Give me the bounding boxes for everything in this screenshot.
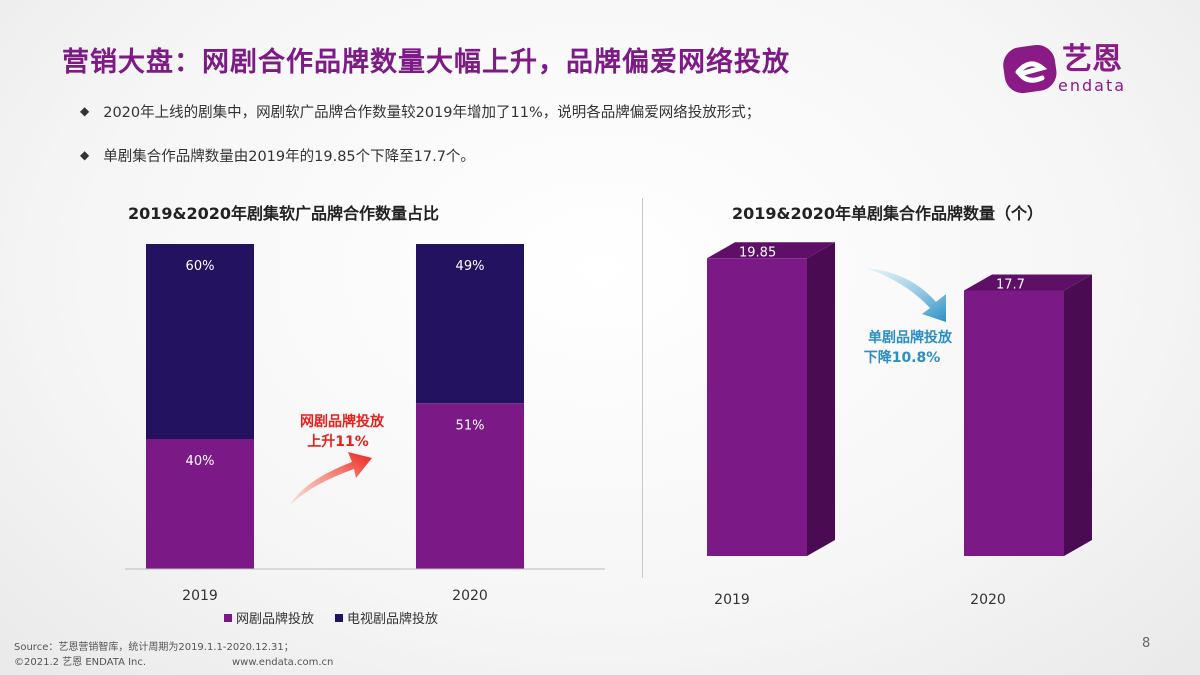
x-tick-label: 2019 — [182, 588, 218, 604]
bar — [707, 258, 807, 556]
legend-label: 网剧品牌投放 — [236, 611, 314, 627]
x-tick-label: 2019 — [714, 592, 750, 608]
bar-side-face — [807, 242, 835, 556]
right-chart-title: 2019&2020年单剧集合作品牌数量（个） — [732, 204, 1044, 223]
x-tick-label: 2020 — [452, 588, 488, 604]
bar — [964, 290, 1064, 556]
data-label: 17.7 — [996, 278, 1025, 293]
x-tick-label: 2020 — [970, 592, 1006, 608]
bar-top-face — [707, 242, 835, 259]
bar-side-face — [1064, 274, 1092, 556]
bullet-item: ◆ 单剧集合作品牌数量由2019年的19.85个下降至17.7个。 — [80, 144, 760, 166]
data-label: 40% — [186, 454, 215, 469]
bullet-text: 单剧集合作品牌数量由2019年的19.85个下降至17.7个。 — [103, 148, 475, 165]
logo-text-cn: 艺恩 — [1062, 42, 1122, 77]
bar-segment — [146, 439, 254, 569]
footer: Source：艺恩营销智库，统计周期为2019.1.1-2020.12.31； … — [14, 640, 333, 670]
bar-segment — [146, 244, 254, 439]
endata-logo: 艺恩 endata — [1000, 36, 1170, 106]
data-label: 60% — [186, 259, 215, 274]
bullet-text: 2020年上线的剧集中，网剧软广品牌合作数量较2019年增加了11%，说明各品牌… — [103, 104, 761, 121]
legend-label: 电视剧品牌投放 — [347, 611, 438, 627]
data-label: 19.85 — [739, 245, 776, 260]
stacked-bar-chart: 40% 60% 51% 49% 2019 2020 网剧品牌投放 上升11% 网剧品牌… — [125, 244, 605, 627]
annotation-line1: 单剧品牌投放 — [868, 329, 953, 346]
bar-segment — [416, 403, 524, 569]
up-arrow-icon — [290, 452, 372, 505]
bar-segment — [416, 244, 524, 404]
annotation-line2: 上升11% — [307, 433, 369, 450]
legend-swatch — [335, 614, 343, 622]
chart-divider — [642, 198, 643, 578]
legend-swatch — [224, 614, 232, 622]
footer-website: www.endata.com.cn — [232, 657, 334, 668]
data-label: 49% — [456, 259, 485, 274]
bar-chart-3d: 19.85 17.7 2019 2020 单剧品牌投放 下降10.8% — [707, 242, 1092, 608]
annotation-line2: 下降10.8% — [864, 349, 941, 366]
page-number: 8 — [1142, 636, 1151, 651]
annotation-line1: 网剧品牌投放 — [300, 413, 385, 430]
footer-copyright: ©2021.2 艺恩 ENDATA Inc. — [14, 657, 147, 668]
diamond-bullet-icon: ◆ — [80, 104, 90, 118]
down-arrow-icon — [866, 268, 946, 322]
diamond-bullet-icon: ◆ — [80, 148, 90, 162]
bar-top-face — [964, 274, 1092, 291]
logo-text-en: endata — [1058, 76, 1127, 95]
page-title: 营销大盘：网剧合作品牌数量大幅上升，品牌偏爱网络投放 — [62, 47, 790, 78]
endata-logo-icon — [1003, 44, 1057, 94]
bullet-item: ◆ 2020年上线的剧集中，网剧软广品牌合作数量较2019年增加了11%，说明各… — [80, 100, 760, 122]
data-label: 51% — [456, 418, 485, 433]
left-chart-title: 2019&2020年剧集软广品牌合作数量占比 — [128, 204, 440, 223]
bullet-list: ◆ 2020年上线的剧集中，网剧软广品牌合作数量较2019年增加了11%，说明各… — [80, 100, 760, 188]
footer-source: Source：艺恩营销智库，统计周期为2019.1.1-2020.12.31； — [14, 642, 294, 653]
